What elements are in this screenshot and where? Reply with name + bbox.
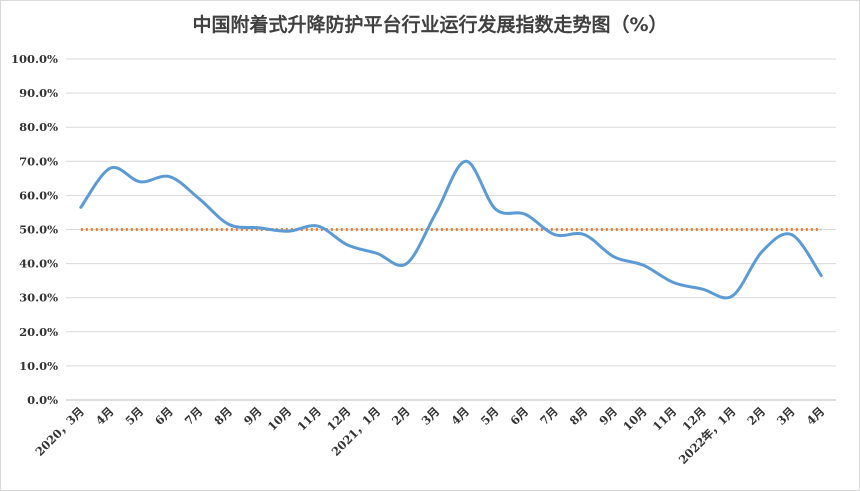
data-point — [524, 213, 527, 216]
x-tick-label: 3月 — [419, 404, 443, 428]
data-point — [820, 274, 823, 277]
x-tick-label: 11月 — [294, 404, 323, 433]
y-tick-label: 20.0% — [19, 325, 58, 339]
x-tick-label: 4月 — [804, 404, 828, 428]
data-point — [435, 211, 438, 214]
data-point — [464, 160, 467, 163]
data-point — [612, 255, 615, 258]
data-point — [79, 206, 82, 209]
x-tick-label: 9月 — [241, 404, 265, 428]
data-point — [257, 226, 260, 229]
x-tick-label: 8月 — [567, 404, 591, 428]
y-tick-label: 30.0% — [19, 291, 58, 305]
data-point — [405, 262, 408, 265]
data-point — [583, 233, 586, 236]
data-point — [287, 230, 290, 233]
x-tick-label: 4月 — [93, 404, 117, 428]
y-tick-label: 100.0% — [11, 52, 58, 66]
data-point — [109, 167, 112, 170]
x-tick-label: 8月 — [211, 404, 235, 428]
data-point — [375, 252, 378, 255]
x-tick-label: 7月 — [182, 404, 206, 428]
data-point — [672, 281, 675, 284]
x-tick-label: 6月 — [152, 404, 176, 428]
data-point — [731, 294, 734, 297]
y-tick-label: 60.0% — [19, 188, 58, 202]
data-point — [346, 243, 349, 246]
y-tick-label: 40.0% — [19, 257, 58, 271]
data-point — [139, 180, 142, 183]
x-tick-label: 7月 — [537, 404, 561, 428]
data-point — [494, 208, 497, 211]
data-point — [168, 175, 171, 178]
data-point — [790, 233, 793, 236]
y-axis-ticks: 0.0% 10.0% 20.0% 30.0% 40.0% 50.0% 60.0% 70.0% 8… — [11, 52, 58, 407]
data-point — [316, 225, 319, 228]
x-tick-label: 9月 — [596, 404, 620, 428]
y-tick-label: 90.0% — [19, 86, 58, 100]
x-tick-label: 3月 — [774, 404, 798, 428]
y-tick-label: 10.0% — [19, 359, 58, 373]
x-tick-label: 5月 — [478, 404, 502, 428]
x-tick-label: 4月 — [448, 404, 472, 428]
x-tick-label: 10月 — [265, 404, 294, 433]
x-tick-label: 2月 — [744, 404, 768, 428]
data-point — [198, 197, 201, 200]
data-point — [642, 264, 645, 267]
data-point — [760, 250, 763, 253]
series-group — [79, 159, 823, 300]
x-tick-label: 2月 — [389, 404, 413, 428]
gridlines — [66, 58, 836, 401]
x-tick-label: 5月 — [122, 404, 146, 428]
data-point — [553, 233, 556, 236]
x-tick-label: 10月 — [620, 404, 649, 433]
x-tick-label: 6月 — [507, 404, 531, 428]
series-line — [79, 159, 823, 300]
data-point — [227, 223, 230, 226]
y-tick-label: 0.0% — [27, 393, 58, 407]
x-tick-label: 11月 — [650, 404, 679, 433]
x-tick-label: 2020，3月 — [32, 404, 86, 458]
y-tick-label: 70.0% — [19, 154, 58, 168]
y-tick-label: 80.0% — [19, 120, 58, 134]
chart-title: 中国附着式升降防护平台行业运行发展指数走势图（%） — [192, 14, 668, 36]
data-point — [701, 288, 704, 291]
y-tick-label: 50.0% — [19, 223, 58, 237]
